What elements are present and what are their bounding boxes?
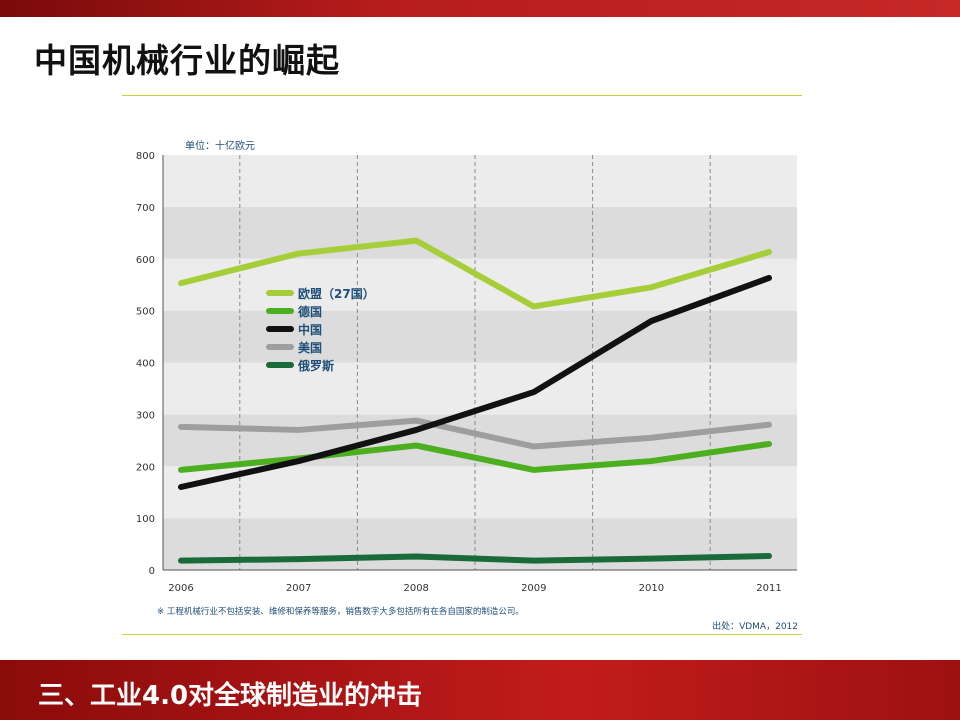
x-tick-label: 2008 — [403, 583, 428, 594]
x-tick-label: 2011 — [756, 583, 781, 594]
bottom-banner — [0, 660, 960, 720]
series-line-germany — [178, 440, 772, 473]
grid-band — [163, 466, 797, 519]
bottom-divider — [122, 634, 802, 635]
series-line-eu27 — [178, 237, 772, 310]
series-line-china — [178, 274, 772, 490]
top-decoration-bar — [0, 0, 960, 17]
page-title: 中国机械行业的崛起 — [34, 41, 340, 80]
legend-label-germany: 德国 — [298, 304, 322, 319]
y-tick-label: 400 — [136, 359, 155, 370]
x-tick-label: 2007 — [286, 583, 311, 594]
grid-band — [163, 362, 797, 415]
unit-label: 单位：十亿欧元 — [185, 139, 255, 152]
section-title: 三、工业4.0对全球制造业的冲击 — [38, 681, 423, 711]
series-line-usa — [178, 417, 772, 450]
legend-label-usa: 美国 — [298, 340, 322, 355]
y-tick-label: 300 — [136, 410, 155, 421]
source-label: 出处：VDMA，2012 — [712, 620, 798, 632]
y-tick-label: 0 — [149, 566, 155, 577]
legend-label-eu27: 欧盟（27国） — [298, 286, 375, 301]
grid-band — [163, 258, 797, 311]
x-tick-label: 2010 — [639, 583, 664, 594]
grid-band — [163, 310, 797, 363]
x-tick-label: 2009 — [521, 583, 546, 594]
y-tick-label: 500 — [136, 307, 155, 318]
y-tick-label: 600 — [136, 255, 155, 266]
footnote: ※ 工程机械行业不包括安装、维修和保养等服务，销售数字大多包括所有在各自国家的制… — [157, 606, 524, 617]
legend-label-russia: 俄罗斯 — [297, 358, 334, 373]
series-line-russia — [178, 552, 772, 564]
y-tick-label: 800 — [136, 151, 155, 162]
y-tick-label: 100 — [136, 514, 155, 525]
x-tick-label: 2006 — [168, 583, 193, 594]
grid-band — [163, 206, 797, 259]
top-divider — [122, 95, 802, 96]
grid-band — [163, 155, 797, 207]
y-tick-label: 700 — [136, 203, 155, 214]
legend-label-china: 中国 — [298, 322, 322, 337]
y-tick-label: 200 — [136, 462, 155, 473]
